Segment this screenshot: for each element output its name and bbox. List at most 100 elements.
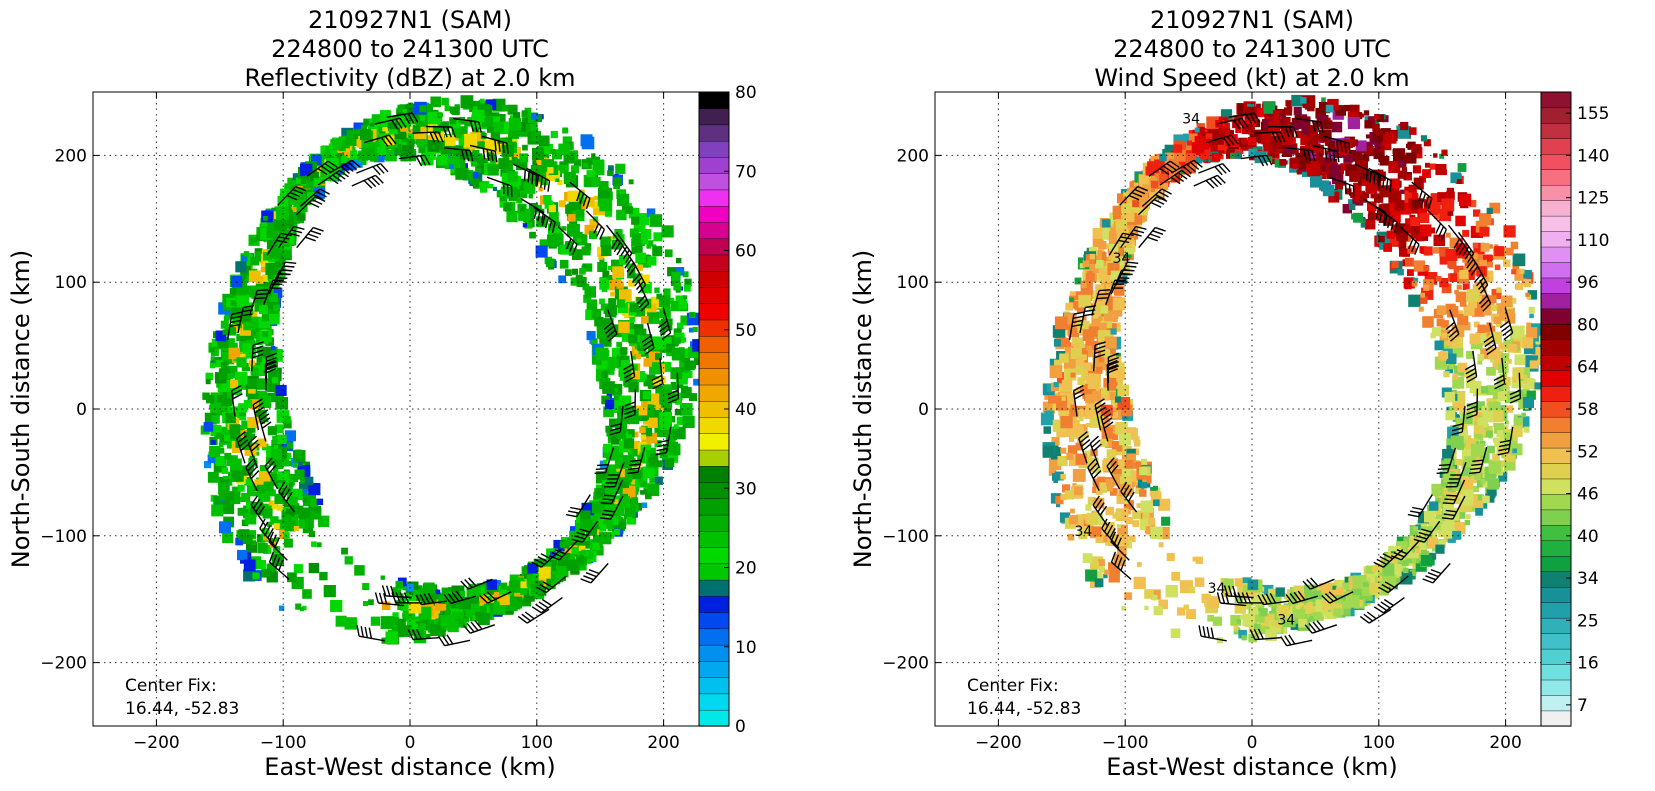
wind-speed-cell [1425,163,1430,168]
reflectivity-cell [303,489,308,494]
wind-speed-cell [1083,261,1090,268]
reflectivity-cell [665,458,674,467]
reflectivity-cell [253,572,260,579]
reflectivity-cell [652,317,658,323]
reflectivity-cell [567,224,580,237]
colorbar-swatch [699,255,729,272]
reflectivity-cell [206,395,214,403]
wind-speed-cell [1095,578,1104,587]
reflectivity-cell [227,373,233,379]
reflectivity-cell [319,572,327,580]
wind-speed-cell [1144,606,1148,610]
colorbar-tick-label: 0 [735,717,746,737]
wind-speed-cell [1479,227,1489,237]
wind-speed-cell [1501,296,1513,308]
wind-speed-cell [1242,635,1247,640]
colorbar-swatch [699,206,729,223]
wind-speed-cell [1296,609,1306,619]
wind-barb [352,175,384,188]
reflectivity-cell [377,147,385,155]
reflectivity-cell [674,283,682,291]
reflectivity-cell [596,348,609,361]
reflectivity-cell [608,298,616,306]
wind-time-range: 224800 to 241300 UTC [1113,35,1391,63]
wind-speed-cell [1419,213,1429,223]
reflectivity-cell [261,267,266,272]
reflectivity-cell [317,499,323,505]
wind-speed-cell [1297,170,1302,175]
wind-speed-cell [1340,163,1344,167]
wind-speed-cell [1424,265,1430,271]
reflectivity-cell [616,210,627,221]
reflectivity-cell [231,469,244,482]
wind-speed-cell [1141,500,1154,513]
reflectivity-cell [250,238,257,245]
wind-speed-cell [1477,325,1485,333]
reflectivity-cell [653,232,662,241]
wind-speed-cell [1457,285,1462,290]
wind-speed-cell [1207,596,1219,608]
wind-speed-cell [1055,316,1068,329]
wind-speed-cell [1292,164,1297,169]
wind-speed-cell [1523,270,1532,279]
reflectivity-cell [581,550,586,555]
reflectivity-cell [276,207,289,220]
reflectivity-cell [345,556,353,564]
wind-speed-cell [1445,410,1455,420]
reflectivity-cell [641,373,647,379]
wind-speed-cell [1514,417,1523,426]
colorbar-tick-label: 20 [735,559,757,579]
wind-speed-cell [1487,208,1493,214]
reflectivity-cell [208,472,219,483]
wind-speed-cell [1412,144,1422,154]
wind-speed-cell [1433,247,1440,254]
wind-speed-cell [1413,526,1418,531]
wind-speed-cell [1430,164,1436,170]
reflectivity-cell [659,412,672,425]
reflectivity-cell [440,615,452,627]
wind-speed-cell [1102,274,1110,282]
wind-speed-cell [1432,327,1441,336]
reflectivity-cell [439,113,444,118]
wind-speed-cell [1406,175,1412,181]
reflectivity-cell [617,299,625,307]
reflectivity-cell [353,134,358,139]
wind-speed-cell [1457,179,1462,184]
reflectivity-cell [204,422,214,432]
wind-speed-cell [1475,425,1484,434]
reflectivity-cell [408,103,413,108]
reflectivity-cell [218,448,224,454]
reflectivity-cell [599,181,609,191]
colorbar-swatch [699,677,729,694]
reflectivity-cell [230,459,242,471]
wind-speed-cell [1452,374,1458,380]
wind-speed-cell [1044,426,1052,434]
wind-speed-cell [1045,411,1054,420]
wind-speed-cell [1083,370,1087,374]
wind-speed-cell [1366,134,1370,138]
reflectivity-cell [629,179,634,184]
reflectivity-cell [317,542,322,547]
reflectivity-cell [216,456,226,466]
reflectivity-cell [269,502,273,506]
reflectivity-cell [472,117,482,127]
wind-speed-cell [1105,337,1117,349]
wind-speed-cell [1241,138,1247,144]
reflectivity-cell [361,152,366,157]
reflectivity-cell [551,149,556,154]
reflectivity-cell [615,164,625,174]
reflectivity-cell [605,400,614,409]
reflectivity-cell [264,482,274,492]
wind-speed-cell [1481,243,1490,252]
wind-speed-cell [1441,333,1447,339]
reflectivity-cell [479,182,485,188]
wind-speed-cell [1455,216,1466,227]
reflectivity-cell [572,547,579,554]
wind-speed-cell [1493,392,1498,397]
wind-speed-cell [1260,608,1268,616]
wind-speed-cell [1106,507,1115,516]
reflectivity-cell [471,162,475,166]
wind-speed-cell [1522,337,1533,348]
wind-speed-cell [1285,100,1291,106]
reflectivity-cell [560,542,565,547]
